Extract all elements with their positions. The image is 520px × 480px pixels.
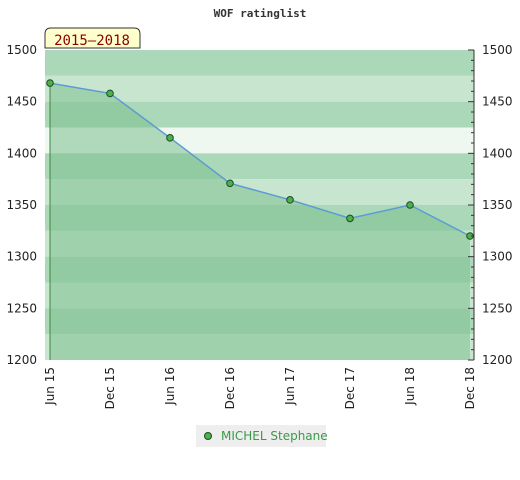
y-axis-left: 1200 1250 1300 1350 1400 1450 1500 bbox=[6, 43, 37, 367]
y-tick-label-left: 1350 bbox=[6, 198, 37, 212]
period-badge: 2015–2018 bbox=[44, 27, 141, 49]
y-tick-label-right: 1400 bbox=[482, 146, 513, 160]
data-point[interactable] bbox=[46, 79, 54, 87]
period-badge-text: 2015–2018 bbox=[54, 33, 130, 49]
series-polyline bbox=[49, 82, 471, 237]
x-axis: Jun 15 Dec 15 Jun 16 Dec 16 Jun 17 Dec 17 Jun … bbox=[43, 367, 477, 409]
y-tick-label-right: 1500 bbox=[482, 43, 513, 57]
x-tick-label: Jun 15 bbox=[43, 367, 57, 406]
data-point[interactable] bbox=[346, 214, 354, 223]
y-tick-label-right: 1200 bbox=[482, 353, 513, 367]
y-axis-right: 1200 1250 1300 1350 1400 1450 1500 bbox=[468, 43, 513, 367]
series-line bbox=[49, 82, 471, 237]
data-point[interactable] bbox=[406, 201, 414, 209]
data-point[interactable] bbox=[166, 134, 174, 142]
data-point[interactable] bbox=[286, 196, 294, 204]
x-tick-label: Jun 17 bbox=[283, 367, 297, 406]
band bbox=[45, 50, 474, 76]
y-tick-label-right: 1300 bbox=[482, 250, 513, 264]
x-tick-label: Jun 16 bbox=[163, 367, 177, 406]
y-tick-label-left: 1250 bbox=[6, 301, 37, 315]
y-tick-label-right: 1450 bbox=[482, 95, 513, 109]
chart-title: WOF ratinglist bbox=[214, 7, 307, 20]
y-tick-label-left: 1500 bbox=[6, 43, 37, 57]
data-point[interactable] bbox=[106, 89, 114, 98]
x-tick-label: Jun 18 bbox=[403, 367, 417, 406]
legend-marker-icon bbox=[204, 432, 212, 440]
x-tick-label: Dec 15 bbox=[103, 367, 117, 409]
legend-entry: MICHEL Stephane bbox=[221, 429, 328, 443]
y-tick-label-right: 1250 bbox=[482, 301, 513, 315]
x-tick-label: Dec 17 bbox=[343, 367, 357, 409]
y-tick-label-left: 1200 bbox=[6, 353, 37, 367]
y-tick-label-right: 1350 bbox=[482, 198, 513, 212]
y-tick-label-left: 1300 bbox=[6, 250, 37, 264]
y-tick-label-left: 1450 bbox=[6, 95, 37, 109]
x-tick-label: Dec 16 bbox=[223, 367, 237, 409]
y-tick-label-left: 1400 bbox=[6, 146, 37, 160]
series-markers bbox=[46, 79, 474, 240]
legend[interactable]: MICHEL Stephane bbox=[196, 425, 328, 447]
data-point[interactable] bbox=[226, 179, 234, 188]
area-fill bbox=[50, 83, 470, 360]
series-area bbox=[49, 83, 470, 360]
x-tick-label: Dec 18 bbox=[463, 367, 477, 409]
